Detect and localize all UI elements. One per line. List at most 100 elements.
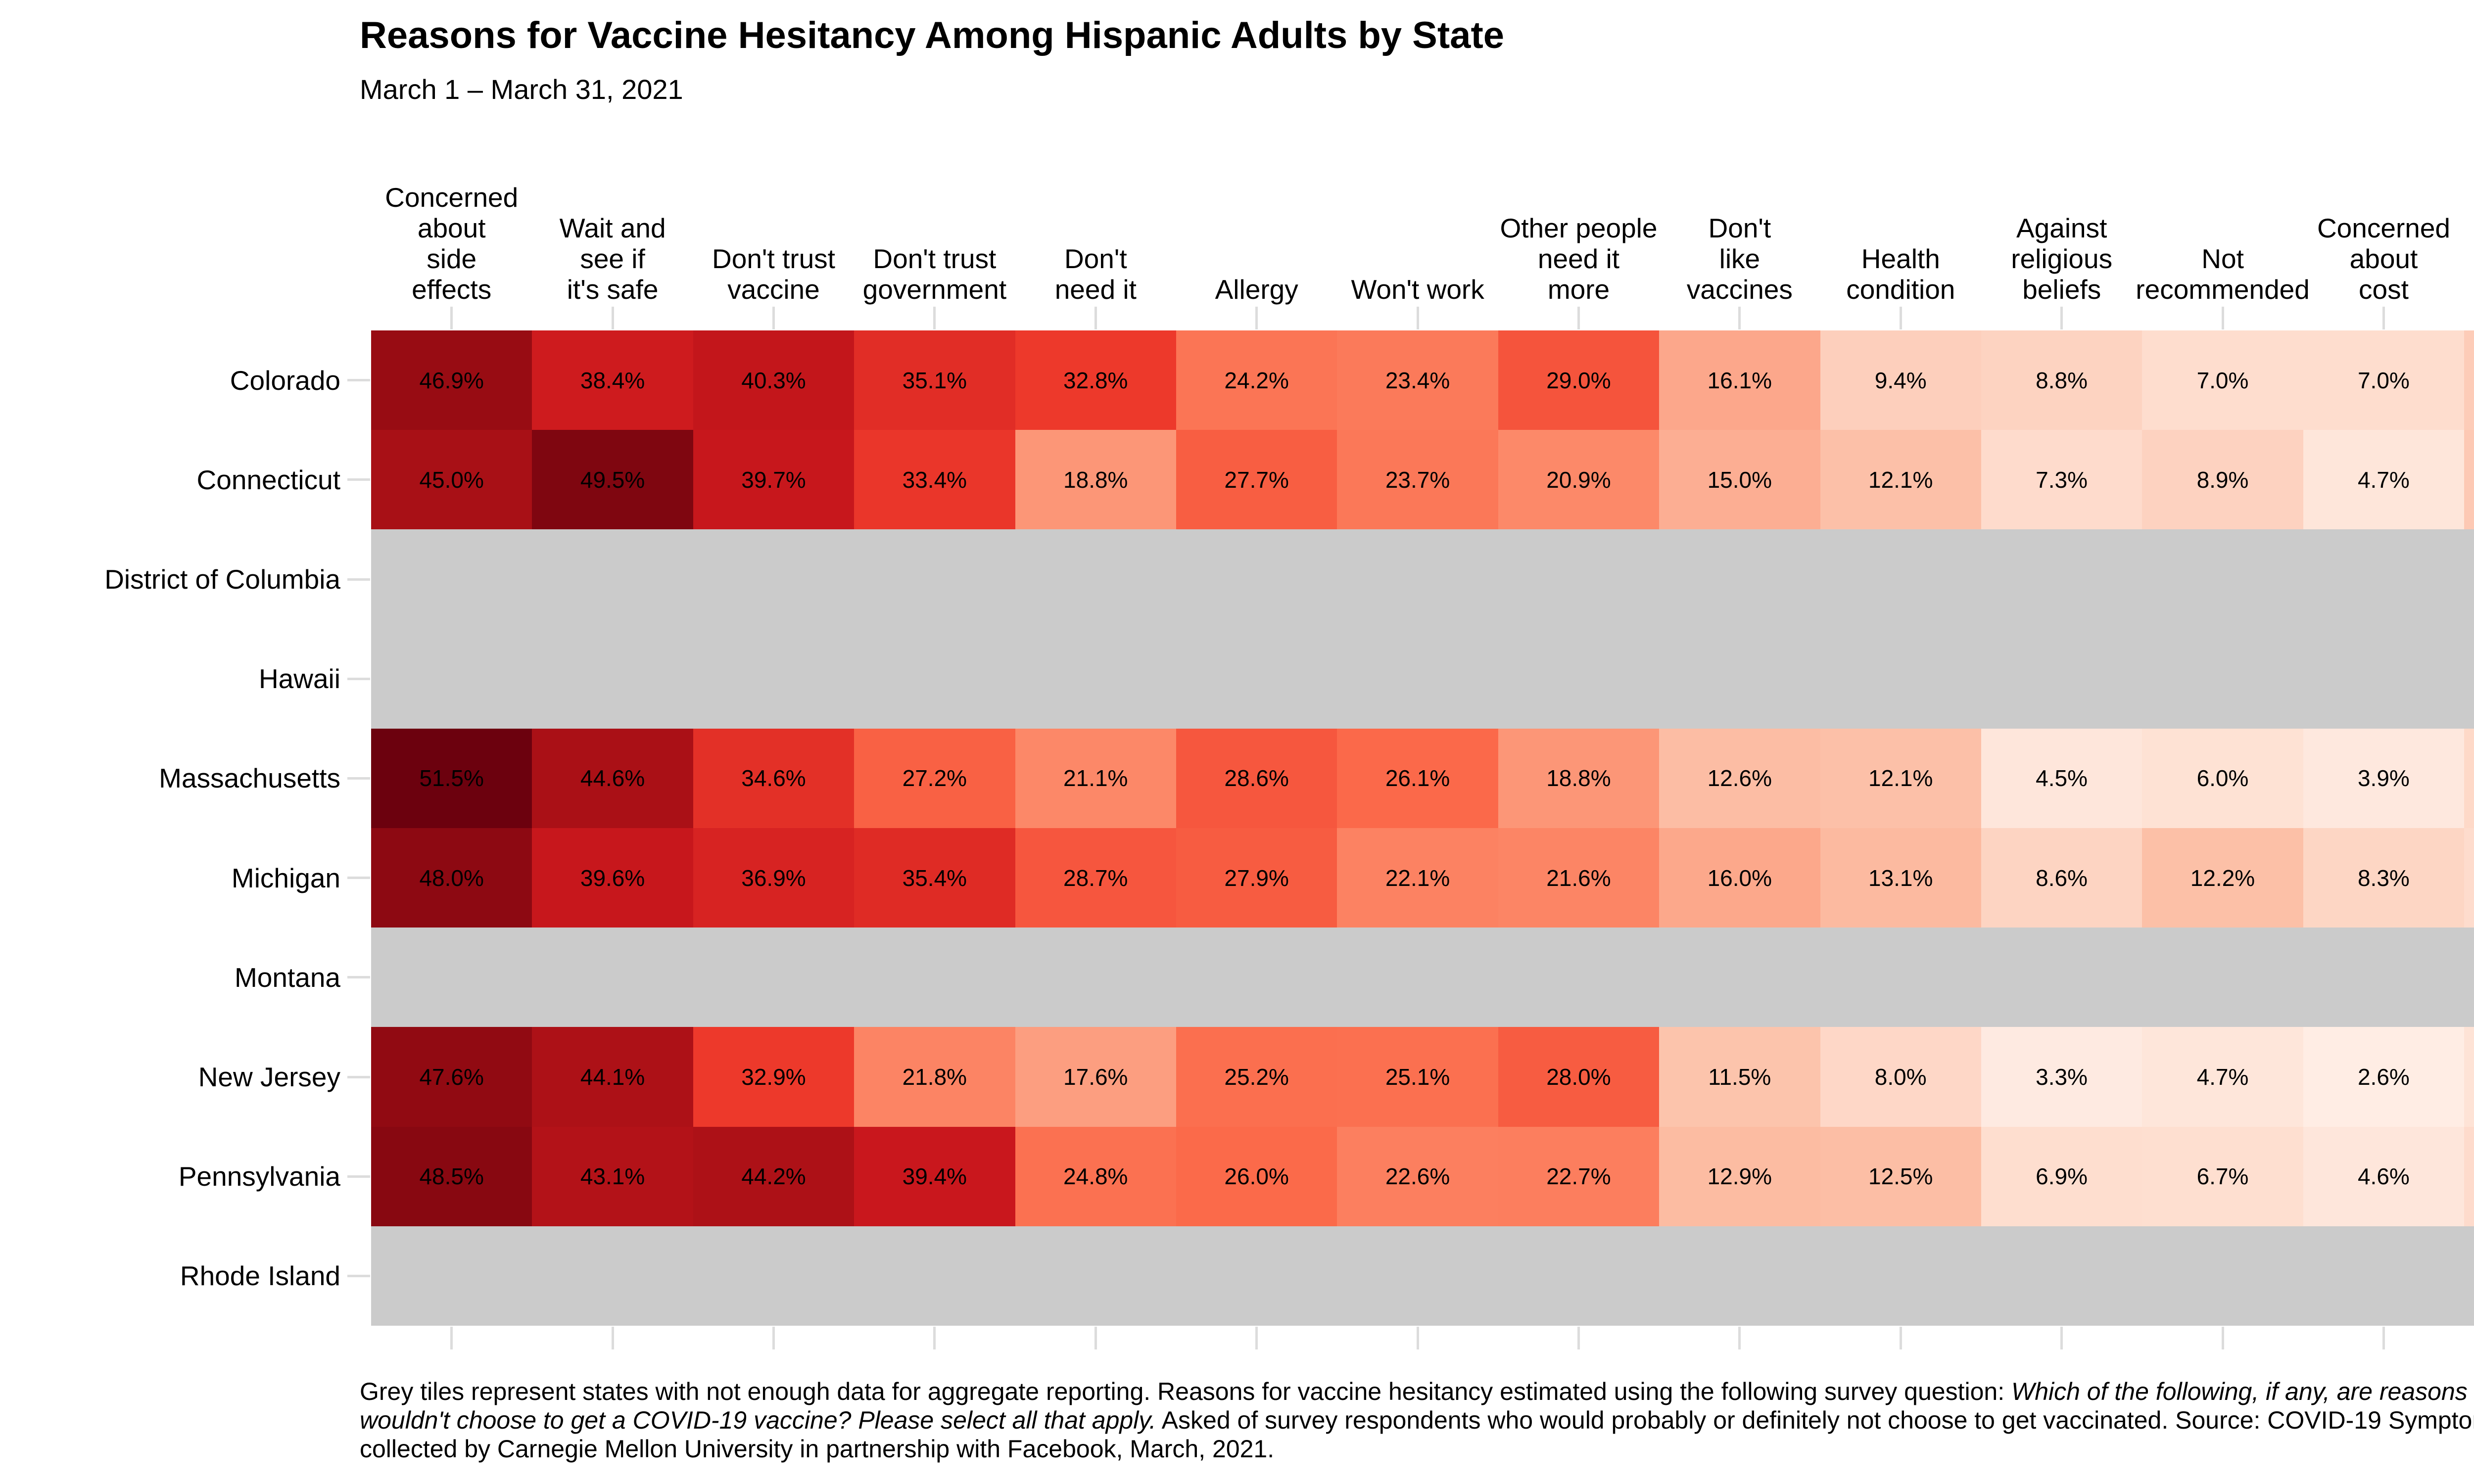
heatmap-tile: 35.4% (854, 828, 1015, 928)
tile-value: 23.4% (1385, 367, 1450, 393)
heatmap-tile (2142, 529, 2303, 629)
heatmap-tile (693, 928, 855, 1027)
tile-value: 4.7% (2196, 1064, 2249, 1090)
tile-value: 21.1% (1063, 765, 1128, 791)
axis-tick-top (1738, 307, 1741, 329)
tile-value: 46.9% (419, 367, 484, 393)
heatmap-tile: 21.8% (854, 1027, 1015, 1127)
tile-value: 11.5% (1708, 1064, 1771, 1090)
heatmap-tile: 8.0% (1820, 1027, 1981, 1127)
tile-value: 38.4% (580, 367, 645, 393)
heatmap-tile (371, 928, 532, 1027)
tile-value: 24.2% (1224, 367, 1289, 393)
footnote-survey-question: Which of the following, if any, are reas… (360, 1378, 2474, 1434)
heatmap-tile (1981, 629, 2142, 729)
heatmap-tile (854, 1226, 1015, 1326)
axis-tick-top (1094, 307, 1097, 329)
heatmap-tile (1176, 1226, 1337, 1326)
heatmap-tile: 36.9% (693, 828, 855, 928)
heatmap-tile (1659, 1226, 1820, 1326)
axis-tick-left (347, 976, 370, 979)
axis-tick-left (347, 677, 370, 680)
axis-tick-bottom (772, 1327, 775, 1349)
heatmap-tile: 18.8% (1498, 728, 1660, 828)
heatmap-tile: 7.3% (1981, 430, 2142, 530)
heatmap-tile: 25.1% (1337, 1027, 1498, 1127)
heatmap-tile (1337, 1226, 1498, 1326)
heatmap-tile: 6.0% (2142, 728, 2303, 828)
row-label: Michigan (231, 862, 340, 893)
heatmap-tile: 7.0% (2303, 330, 2465, 430)
axis-tick-left (347, 578, 370, 581)
heatmap-tile (1659, 928, 1820, 1027)
heatmap-tile: 32.9% (693, 1027, 855, 1127)
heatmap-tile: 27.9% (1176, 828, 1337, 928)
heatmap-tile: 6.9% (1981, 1126, 2142, 1226)
row-label: Connecticut (196, 464, 340, 495)
heatmap-tile (1498, 928, 1660, 1027)
heatmap-tile: 47.6% (371, 1027, 532, 1127)
column-header: Won't work (1351, 274, 1484, 305)
tile-value: 33.4% (902, 466, 967, 493)
heatmap-tile: 24.8% (1015, 1126, 1176, 1226)
heatmap-tile: 21.1% (1015, 728, 1176, 828)
heatmap-tile (1176, 629, 1337, 729)
column-header: Don't like vaccines (1686, 213, 1793, 305)
tile-value: 21.8% (902, 1064, 967, 1090)
tile-value: 44.2% (741, 1163, 806, 1190)
heatmap-tile: 12.5% (1820, 1126, 1981, 1226)
heatmap-tile (1015, 529, 1176, 629)
heatmap-tile (1981, 928, 2142, 1027)
axis-tick-bottom (1255, 1327, 1258, 1349)
chart-title: Reasons for Vaccine Hesitancy Among Hisp… (360, 14, 1505, 56)
heatmap-tile: 13.1% (1820, 828, 1981, 928)
axis-tick-left (347, 1274, 370, 1277)
tile-value: 12.1% (1868, 466, 1933, 493)
row-label: Montana (234, 962, 340, 993)
tile-value: 6.0% (2196, 765, 2249, 791)
heatmap-tile: 4.6% (2303, 1126, 2465, 1226)
axis-tick-top (2221, 307, 2224, 329)
heatmap-tile: 21.6% (1498, 828, 1660, 928)
heatmap-tile: 38.4% (532, 330, 693, 430)
axis-tick-bottom (1416, 1327, 1419, 1349)
axis-tick-left (347, 478, 370, 481)
heatmap-tile: 8.3% (2303, 828, 2465, 928)
column-header: Allergy (1215, 274, 1298, 305)
row-label: Hawaii (258, 663, 340, 695)
tile-value: 48.5% (419, 1163, 484, 1190)
heatmap-tile (371, 529, 532, 629)
footnote-source: Asked of survey respondents who would pr… (360, 1406, 2474, 1463)
tile-value: 3.9% (2357, 765, 2410, 791)
tile-value: 22.6% (1385, 1163, 1450, 1190)
heatmap-tile (532, 928, 693, 1027)
heatmap-tile (1820, 928, 1981, 1027)
heatmap-tile: 23.4% (1337, 330, 1498, 430)
tile-value: 40.3% (741, 367, 806, 393)
tile-value: 39.4% (902, 1163, 967, 1190)
tile-value: 48.0% (419, 865, 484, 891)
heatmap-tile: 22.7% (1498, 1126, 1660, 1226)
heatmap-tile: 4.7% (2142, 1027, 2303, 1127)
heatmap-tile: 7.0% (2142, 330, 2303, 430)
tile-value: 18.8% (1546, 765, 1611, 791)
tile-value: 25.1% (1385, 1064, 1450, 1090)
column-header: Other people need it more (1500, 213, 1658, 305)
heatmap-tile: 28.7% (1015, 828, 1176, 928)
heatmap-tile (1659, 529, 1820, 629)
tile-value: 26.1% (1385, 765, 1450, 791)
axis-tick-top (2382, 307, 2385, 329)
heatmap-tile (1337, 629, 1498, 729)
tile-value: 24.8% (1063, 1163, 1128, 1190)
row-label: Massachusetts (159, 763, 340, 794)
axis-tick-bottom (1899, 1327, 1902, 1349)
heatmap-tile: 3.3% (1981, 1027, 2142, 1127)
axis-tick-left (347, 1075, 370, 1078)
axis-tick-left (347, 777, 370, 780)
axis-tick-bottom (2382, 1327, 2385, 1349)
tile-value: 26.0% (1224, 1163, 1289, 1190)
heatmap-tile (1176, 529, 1337, 629)
heatmap-tile (1820, 1226, 1981, 1326)
heatmap-tile: 23.7% (1337, 430, 1498, 530)
